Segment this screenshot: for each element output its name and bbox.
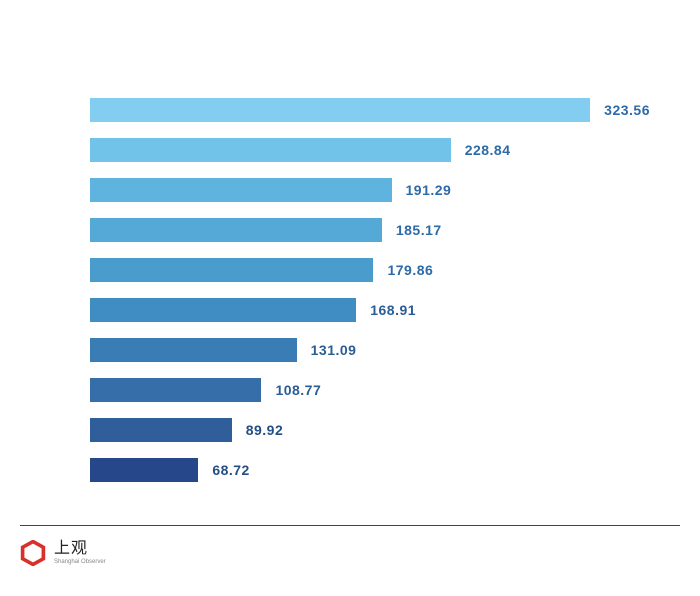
bar <box>90 458 198 482</box>
bar <box>90 378 261 402</box>
chart-baseline <box>20 525 680 526</box>
bar-row: 191.29 <box>90 170 650 210</box>
logo-label-en: Shanghai Observer <box>54 559 106 565</box>
bar <box>90 418 232 442</box>
bar-value-label: 179.86 <box>387 262 433 278</box>
bar-row: 89.92 <box>90 410 650 450</box>
hex-stroke <box>23 542 44 565</box>
logo-label-cn: 上观 <box>54 541 106 557</box>
hexagon-icon <box>20 540 46 566</box>
logo-text-block: 上观 Shanghai Observer <box>54 541 106 565</box>
bar-value-label: 168.91 <box>370 302 416 318</box>
bar <box>90 218 382 242</box>
bar-row: 131.09 <box>90 330 650 370</box>
bar-value-label: 131.09 <box>311 342 357 358</box>
bar-row: 68.72 <box>90 450 650 490</box>
bar <box>90 338 297 362</box>
bar-row: 323.56 <box>90 90 650 130</box>
bar-value-label: 191.29 <box>406 182 452 198</box>
bar-value-label: 323.56 <box>604 102 650 118</box>
bar-value-label: 228.84 <box>465 142 511 158</box>
bar-row: 228.84 <box>90 130 650 170</box>
bar <box>90 298 356 322</box>
bar <box>90 178 392 202</box>
bar <box>90 138 451 162</box>
bar-value-label: 89.92 <box>246 422 284 438</box>
bar-row: 108.77 <box>90 370 650 410</box>
bar-value-label: 68.72 <box>212 462 250 478</box>
bar-row: 179.86 <box>90 250 650 290</box>
source-logo: 上观 Shanghai Observer <box>20 540 106 566</box>
bar-value-label: 185.17 <box>396 222 442 238</box>
bar-row: 168.91 <box>90 290 650 330</box>
bar-chart: 323.56 228.84 191.29 185.17 179.86 168.91 131.… <box>90 90 650 490</box>
bar <box>90 98 590 122</box>
bar-value-label: 108.77 <box>275 382 321 398</box>
bar-row: 185.17 <box>90 210 650 250</box>
bar <box>90 258 373 282</box>
